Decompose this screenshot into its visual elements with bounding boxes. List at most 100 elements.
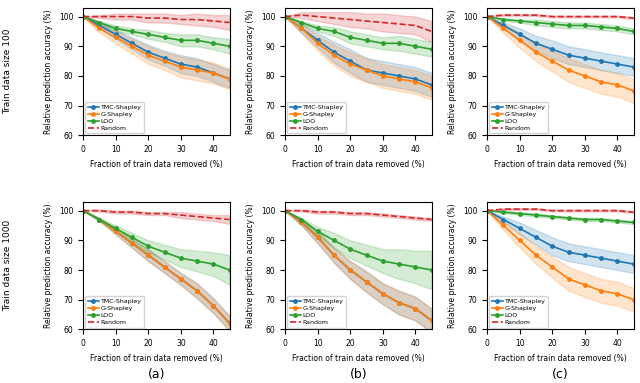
TMC-Shapley [412,77,419,81]
LOO [161,35,168,40]
Random [128,14,136,19]
Random [581,208,589,213]
G-Shapley [516,238,524,242]
LOO [282,14,289,19]
Random [112,210,120,214]
G-Shapley [95,217,103,222]
G-Shapley [226,77,234,81]
G-Shapley [548,265,556,269]
LOO [614,219,621,223]
TMC-Shapley [363,68,371,72]
X-axis label: Fraction of train data removed (%): Fraction of train data removed (%) [292,354,425,363]
LOO [412,44,419,49]
Random [483,208,491,213]
LOO [226,44,234,49]
LOO [532,213,540,218]
TMC-Shapley [209,71,217,75]
TMC-Shapley [532,235,540,240]
LOO [516,211,524,216]
LOO [379,259,387,264]
Random [79,208,87,213]
Line: LOO: LOO [81,15,231,48]
LOO [396,262,403,266]
Legend: TMC-Shapley, G-Shapley, LOO, Random: TMC-Shapley, G-Shapley, LOO, Random [489,102,548,133]
Line: Random: Random [83,16,230,23]
TMC-Shapley [379,291,387,296]
G-Shapley [428,85,435,90]
Line: G-Shapley: G-Shapley [486,15,636,93]
Random [161,211,168,216]
G-Shapley [379,74,387,78]
LOO [145,244,152,249]
Random [177,17,184,22]
Random [630,210,637,214]
G-Shapley [161,265,168,269]
Random [516,13,524,17]
LOO [412,265,419,269]
LOO [193,38,201,43]
G-Shapley [614,291,621,296]
TMC-Shapley [193,65,201,69]
LOO [145,32,152,37]
TMC-Shapley [314,235,321,240]
Line: Random: Random [285,211,431,219]
LOO [500,210,508,214]
G-Shapley [282,208,289,213]
G-Shapley [630,297,637,302]
Line: TMC-Shapley: TMC-Shapley [81,209,231,325]
TMC-Shapley [161,265,168,269]
Y-axis label: Relative prediction accuracy (%): Relative prediction accuracy (%) [449,9,458,134]
TMC-Shapley [226,321,234,326]
Text: Train data size 1000: Train data size 1000 [3,220,12,311]
G-Shapley [516,38,524,43]
G-Shapley [112,229,120,234]
Random [193,17,201,22]
LOO [112,26,120,31]
TMC-Shapley [346,59,354,64]
TMC-Shapley [95,23,103,28]
LOO [314,229,321,234]
TMC-Shapley [145,253,152,257]
Line: G-Shapley: G-Shapley [486,209,636,301]
Legend: TMC-Shapley, G-Shapley, LOO, Random: TMC-Shapley, G-Shapley, LOO, Random [287,296,346,327]
TMC-Shapley [597,59,605,64]
X-axis label: Fraction of train data removed (%): Fraction of train data removed (%) [292,160,425,169]
G-Shapley [564,277,572,281]
LOO [630,220,637,225]
Y-axis label: Relative prediction accuracy (%): Relative prediction accuracy (%) [449,203,458,328]
Random [128,210,136,214]
LOO [298,20,305,25]
TMC-Shapley [564,250,572,254]
Line: TMC-Shapley: TMC-Shapley [284,15,433,87]
Random [412,216,419,220]
Text: (c): (c) [552,368,569,381]
Line: TMC-Shapley: TMC-Shapley [81,15,231,81]
TMC-Shapley [500,217,508,222]
TMC-Shapley [298,26,305,31]
G-Shapley [630,88,637,93]
LOO [548,214,556,219]
G-Shapley [161,59,168,64]
TMC-Shapley [128,241,136,246]
G-Shapley [412,306,419,311]
G-Shapley [396,300,403,305]
TMC-Shapley [346,268,354,272]
LOO [282,208,289,213]
Random [161,16,168,20]
Random [379,213,387,218]
G-Shapley [500,26,508,31]
G-Shapley [500,223,508,228]
TMC-Shapley [330,253,338,257]
Legend: TMC-Shapley, G-Shapley, LOO, Random: TMC-Shapley, G-Shapley, LOO, Random [489,296,548,327]
G-Shapley [483,208,491,213]
LOO [298,217,305,222]
TMC-Shapley [145,50,152,54]
Random [363,211,371,216]
G-Shapley [193,288,201,293]
Line: TMC-Shapley: TMC-Shapley [284,209,433,322]
TMC-Shapley [614,62,621,66]
TMC-Shapley [161,56,168,61]
TMC-Shapley [564,53,572,57]
TMC-Shapley [330,50,338,54]
Random [379,20,387,25]
